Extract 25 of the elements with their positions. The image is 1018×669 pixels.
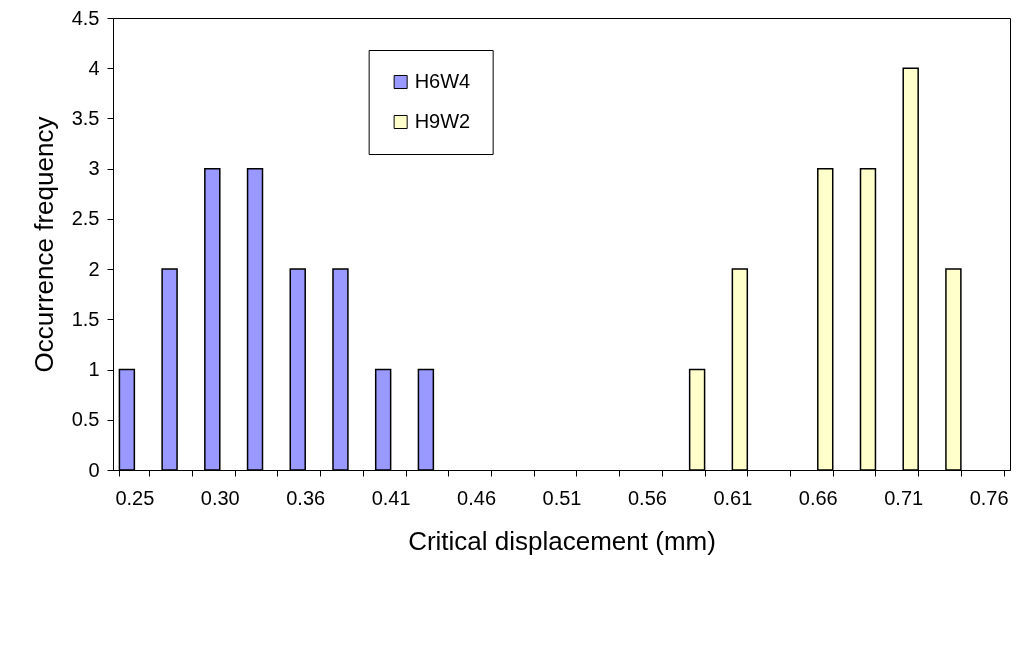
legend-label: H9W2 — [414, 110, 471, 132]
y-tick-label: 4 — [88, 56, 100, 79]
y-tick-label: 4.5 — [71, 6, 100, 29]
y-tick-label: 1 — [88, 358, 100, 381]
x-tick-label: 0.46 — [457, 486, 497, 509]
y-tick-label: 2.5 — [71, 207, 100, 230]
y-tick-label: 3.5 — [71, 106, 100, 129]
x-tick-label: 0.56 — [627, 486, 667, 509]
x-tick-label: 0.66 — [798, 486, 838, 509]
x-tick-label: 0.61 — [713, 486, 753, 509]
x-tick-label: 0.76 — [969, 486, 1009, 509]
x-tick-label: 0.41 — [371, 486, 411, 509]
x-tick-label: 0.25 — [115, 486, 155, 509]
y-tick-label: 1.5 — [71, 307, 100, 330]
x-tick-label: 0.30 — [200, 486, 240, 509]
x-axis-title: Critical displacement (mm) — [408, 525, 716, 556]
y-tick-label: 2 — [88, 257, 100, 280]
x-tick-label: 0.51 — [542, 486, 582, 509]
y-axis-title: Occurrence frequency — [28, 116, 59, 373]
legend-label: H6W4 — [414, 70, 471, 92]
x-tick-label: 0.36 — [286, 486, 326, 509]
x-tick-label: 0.71 — [884, 486, 924, 509]
y-tick-label: 0 — [88, 458, 100, 481]
y-tick-label: 0.5 — [71, 408, 100, 431]
y-tick-label: 3 — [88, 157, 100, 180]
